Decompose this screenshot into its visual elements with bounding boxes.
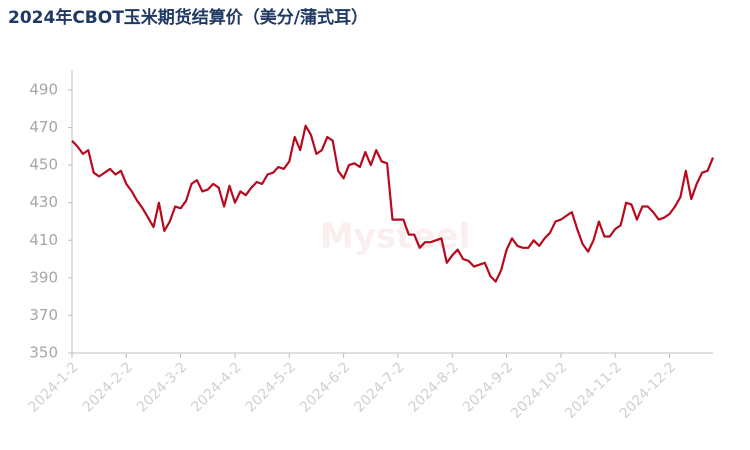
y-tick-label: 430 [29,193,58,211]
y-tick-label: 490 [29,81,58,99]
y-tick-label: 450 [29,156,58,174]
chart-title: 2024年CBOT玉米期货结算价（美分/蒲式耳） [8,7,368,28]
x-tick-label: 2024-4-2 [188,359,244,415]
x-tick-label: 2024-1-2 [25,359,81,415]
x-tick-label: 2024-11-2 [562,359,625,422]
x-tick-label: 2024-12-2 [617,359,680,422]
watermark: Mysteel [320,217,470,257]
x-tick-label: 2024-3-2 [134,359,190,415]
y-tick-label: 470 [29,118,58,136]
x-tick-label: 2024-9-2 [460,359,516,415]
line-series [71,124,715,283]
x-tick-label: 2024-5-2 [243,359,299,415]
x-tick-label: 2024-10-2 [508,359,571,422]
y-tick-label: 370 [29,306,58,324]
x-tick-label: 2024-7-2 [351,359,407,415]
x-tick-label: 2024-2-2 [80,359,136,415]
y-tick-label: 390 [29,268,58,286]
y-tick-label: 350 [29,344,58,362]
x-tick-label: 2024-6-2 [297,359,353,415]
x-tick-label: 2024-8-2 [406,359,462,415]
y-tick-label: 410 [29,231,58,249]
